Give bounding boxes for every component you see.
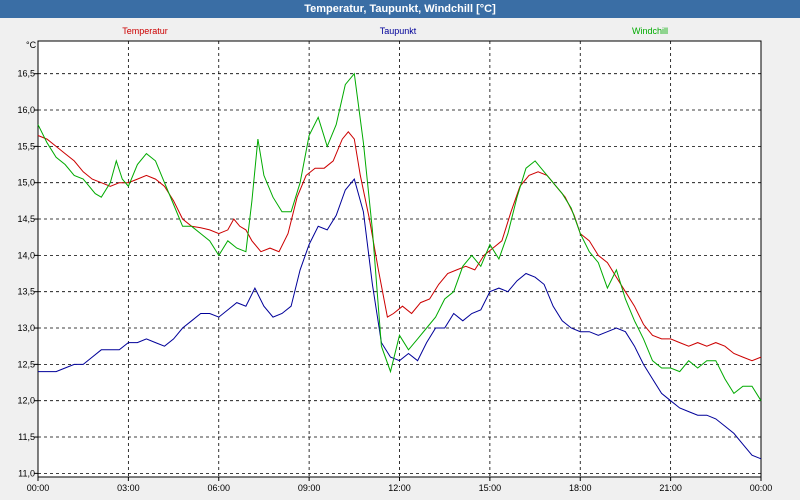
x-tick-time-label: 09:00	[298, 483, 321, 493]
y-tick-label: 11,5	[18, 432, 35, 442]
legend: Temperatur Taupunkt Windchill	[122, 26, 668, 36]
y-axis: 11,0 11,5 12,0 12,5 13,0 13,5 14,0 14,5 15,0 15,5…	[17, 69, 38, 478]
y-tick-label: 16,5	[17, 69, 35, 79]
y-tick-label: 12,0	[17, 396, 35, 406]
window-title: Temperatur, Taupunkt, Windchill [°C]	[0, 0, 800, 18]
series-line-taupunkt	[38, 178, 762, 460]
y-tick-label: 15,5	[17, 141, 35, 151]
series-line-temperatur	[37, 131, 762, 362]
legend-entry-temperatur: Temperatur	[122, 26, 168, 36]
chart-area: 11,0 11,5 12,0 12,5 13,0 13,5 14,0 14,5 15,0 15,5…	[17, 26, 773, 493]
x-axis: 00:0006.08.2303:0006.08.2306:0006.08.230…	[27, 477, 773, 493]
y-tick-label: 11,0	[18, 468, 35, 478]
legend-entry-taupunkt: Taupunkt	[380, 26, 417, 36]
series-line-windchill	[37, 72, 762, 401]
grid-lines	[38, 41, 761, 477]
y-tick-label: 16,0	[17, 105, 35, 115]
legend-entry-windchill: Windchill	[632, 26, 668, 36]
x-tick-time-label: 06:00	[207, 483, 230, 493]
x-tick-time-label: 00:00	[27, 483, 50, 493]
x-tick-time-label: 18:00	[569, 483, 592, 493]
y-tick-label: 13,0	[17, 323, 35, 333]
x-tick-time-label: 12:00	[388, 483, 411, 493]
y-tick-label: 12,5	[17, 359, 35, 369]
x-tick-time-label: 15:00	[479, 483, 502, 493]
y-tick-label: 13,5	[17, 287, 35, 297]
series-lines	[37, 72, 762, 460]
x-tick-time-label: 00:00	[750, 483, 773, 493]
x-tick-time-label: 03:00	[117, 483, 140, 493]
y-tick-label: 15,0	[17, 178, 35, 188]
y-axis-label: °C	[26, 40, 37, 50]
y-tick-label: 14,0	[17, 250, 35, 260]
y-tick-label: 14,5	[17, 214, 35, 224]
x-tick-time-label: 21:00	[659, 483, 682, 493]
